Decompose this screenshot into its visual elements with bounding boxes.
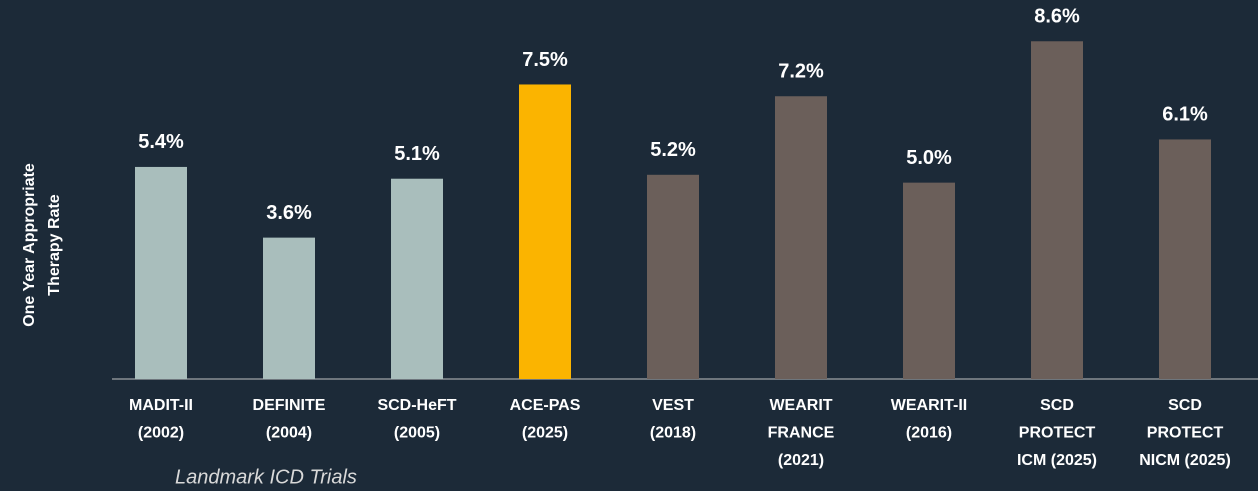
bar — [135, 166, 187, 379]
x-tick-label: WEARIT-II — [891, 397, 967, 414]
value-label: 5.2% — [650, 139, 696, 161]
x-tick-label: VEST — [652, 397, 694, 414]
value-label: 7.5% — [522, 49, 568, 71]
bar — [263, 237, 315, 379]
x-tick-label: PROTECT — [1147, 425, 1224, 442]
bar — [647, 174, 699, 379]
value-label: 5.1% — [394, 143, 440, 165]
x-tick-label: DEFINITE — [253, 397, 326, 414]
value-label: 6.1% — [1162, 104, 1208, 126]
x-tick-label: FRANCE — [768, 425, 835, 442]
y-axis-label: Therapy Rate — [46, 194, 63, 295]
x-tick-label: PROTECT — [1019, 425, 1096, 442]
x-tick-label: (2005) — [394, 425, 440, 442]
x-tick-label: SCD — [1168, 397, 1202, 414]
x-tick-label: WEARIT — [769, 397, 832, 414]
value-label: 5.0% — [906, 147, 952, 169]
bar — [775, 96, 827, 379]
x-tick-label: SCD — [1040, 397, 1074, 414]
y-axis-label: One Year Appropriate — [21, 163, 38, 327]
bar — [903, 182, 955, 379]
bar — [391, 178, 443, 379]
x-tick-label: (2018) — [650, 425, 696, 442]
y-axis-label-group: One Year Appropriate Therapy Rate — [21, 163, 63, 327]
bar — [1159, 139, 1211, 379]
x-tick-label: (2021) — [778, 452, 824, 469]
x-tick-label: (2004) — [266, 425, 312, 442]
x-tick-label: ICM (2025) — [1017, 452, 1097, 469]
x-tick-label: NICM (2025) — [1139, 452, 1231, 469]
x-tick-label: (2025) — [522, 425, 568, 442]
value-label: 8.6% — [1034, 6, 1080, 28]
x-axis-label: Landmark ICD Trials — [175, 466, 357, 488]
x-tick-label: ACE-PAS — [510, 397, 581, 414]
value-label: 5.4% — [138, 131, 184, 153]
x-tick-label: MADIT-II — [129, 397, 193, 414]
value-label: 7.2% — [778, 61, 824, 83]
bar — [1031, 41, 1083, 379]
x-tick-label: (2016) — [906, 425, 952, 442]
bar — [519, 84, 571, 379]
value-label: 3.6% — [266, 202, 312, 224]
x-tick-label: SCD-HeFT — [377, 397, 456, 414]
x-tick-label: (2002) — [138, 425, 184, 442]
